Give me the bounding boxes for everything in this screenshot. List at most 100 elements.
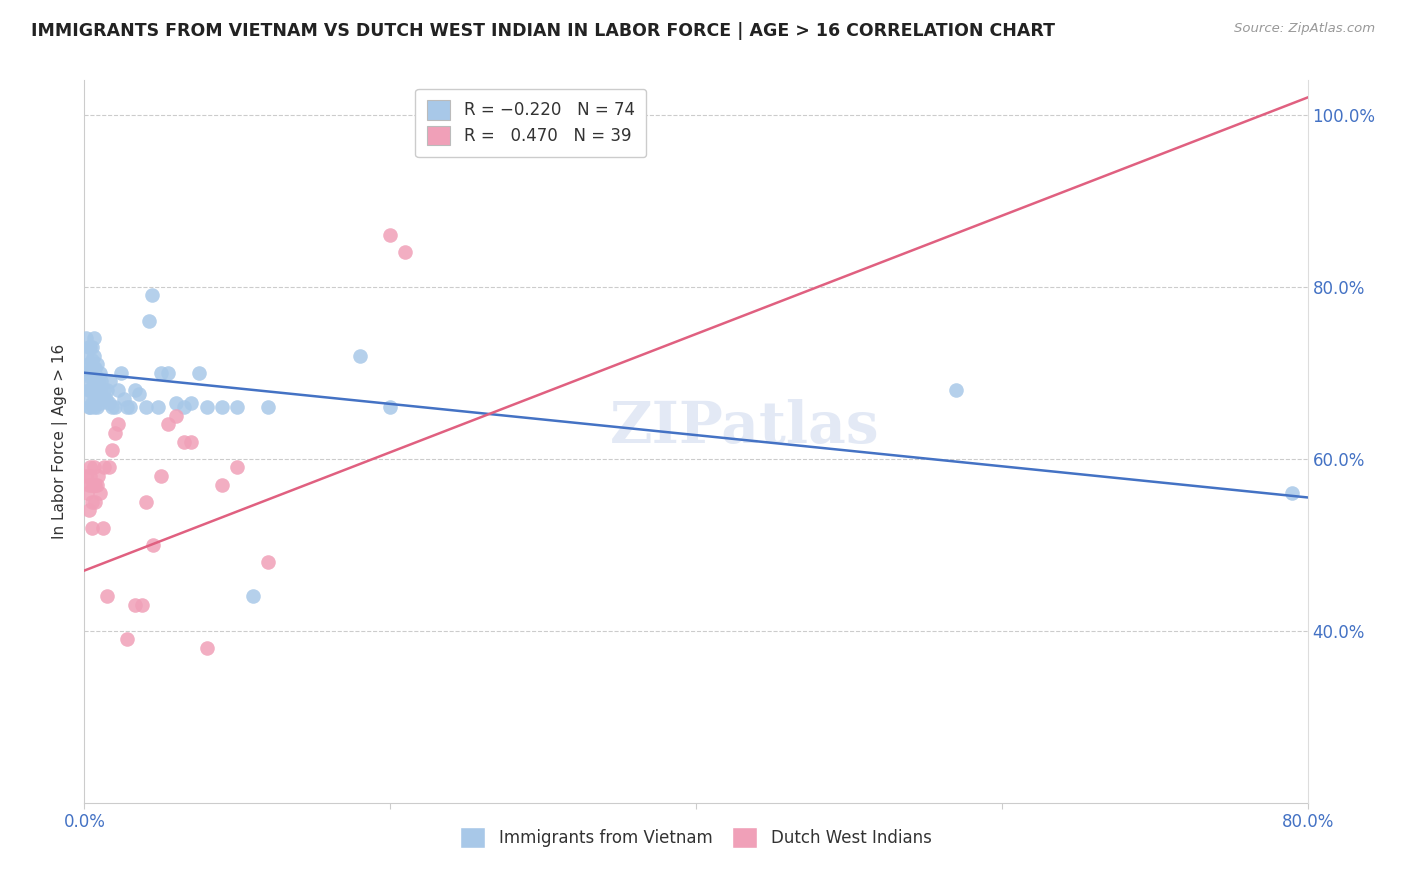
Point [98, 375, 121, 389]
Point [84, 375, 107, 389]
Point [86, 383, 108, 397]
Point [380, 400, 402, 414]
Point [149, 366, 172, 380]
Point [131, 598, 153, 612]
Point [77, 383, 100, 397]
Point [96, 383, 118, 397]
Point [107, 383, 129, 397]
Y-axis label: In Labor Force | Age > 16: In Labor Force | Age > 16 [52, 344, 69, 539]
Point [96, 590, 118, 604]
Point [226, 460, 249, 475]
Point [84, 477, 107, 491]
Point [90, 375, 112, 389]
Point [157, 366, 180, 380]
Point [77, 503, 100, 517]
Point [257, 400, 280, 414]
Point [87, 392, 110, 406]
Point [242, 590, 264, 604]
Point [79, 357, 101, 371]
Point [80, 396, 103, 410]
Text: Source: ZipAtlas.com: Source: ZipAtlas.com [1234, 22, 1375, 36]
Point [394, 245, 416, 260]
Point [93, 460, 115, 475]
Point [80, 340, 103, 354]
Point [79, 370, 101, 384]
Point [157, 417, 180, 432]
Point [91, 392, 114, 406]
Point [101, 443, 124, 458]
Point [124, 383, 146, 397]
Point [146, 400, 169, 414]
Point [180, 434, 202, 449]
Point [89, 366, 111, 380]
Point [104, 400, 127, 414]
Point [226, 400, 249, 414]
Point [84, 494, 107, 508]
Point [120, 400, 142, 414]
Point [84, 361, 107, 376]
Point [945, 383, 967, 397]
Point [115, 632, 138, 647]
Point [75, 366, 97, 380]
Point [77, 400, 100, 414]
Point [173, 434, 195, 449]
Point [93, 383, 115, 397]
Point [76, 375, 98, 389]
Point [83, 400, 105, 414]
Point [79, 469, 101, 483]
Point [195, 640, 218, 655]
Point [75, 331, 97, 345]
Point [90, 392, 112, 406]
Point [89, 486, 111, 500]
Point [86, 370, 108, 384]
Point [211, 400, 233, 414]
Point [80, 477, 103, 491]
Point [75, 349, 97, 363]
Point [165, 396, 187, 410]
Point [84, 392, 107, 406]
Point [115, 400, 138, 414]
Point [87, 469, 110, 483]
Point [110, 366, 132, 380]
Point [104, 425, 127, 440]
Point [141, 288, 163, 302]
Point [83, 361, 105, 376]
Point [76, 486, 98, 500]
Point [112, 392, 135, 406]
Point [83, 375, 105, 389]
Point [83, 477, 105, 491]
Point [83, 349, 105, 363]
Point [77, 477, 100, 491]
Point [165, 409, 187, 423]
Point [83, 387, 105, 401]
Point [142, 538, 165, 552]
Point [257, 555, 280, 569]
Point [80, 366, 103, 380]
Point [101, 400, 124, 414]
Text: IMMIGRANTS FROM VIETNAM VS DUTCH WEST INDIAN IN LABOR FORCE | AGE > 16 CORRELATI: IMMIGRANTS FROM VIETNAM VS DUTCH WEST IN… [31, 22, 1054, 40]
Point [135, 494, 157, 508]
Point [211, 477, 233, 491]
Point [80, 352, 103, 367]
Point [77, 366, 100, 380]
Point [188, 366, 211, 380]
Point [107, 417, 129, 432]
Point [180, 396, 202, 410]
Point [89, 396, 111, 410]
Point [124, 598, 146, 612]
Point [97, 396, 120, 410]
Point [1281, 486, 1303, 500]
Point [138, 314, 160, 328]
Text: ZIPatlas: ZIPatlas [610, 399, 880, 455]
Point [79, 400, 101, 414]
Point [89, 383, 111, 397]
Point [79, 460, 101, 475]
Point [195, 400, 218, 414]
Point [149, 469, 172, 483]
Point [75, 469, 97, 483]
Point [80, 383, 103, 397]
Point [94, 392, 117, 406]
Point [91, 520, 114, 534]
Point [128, 387, 150, 401]
Point [86, 357, 108, 371]
